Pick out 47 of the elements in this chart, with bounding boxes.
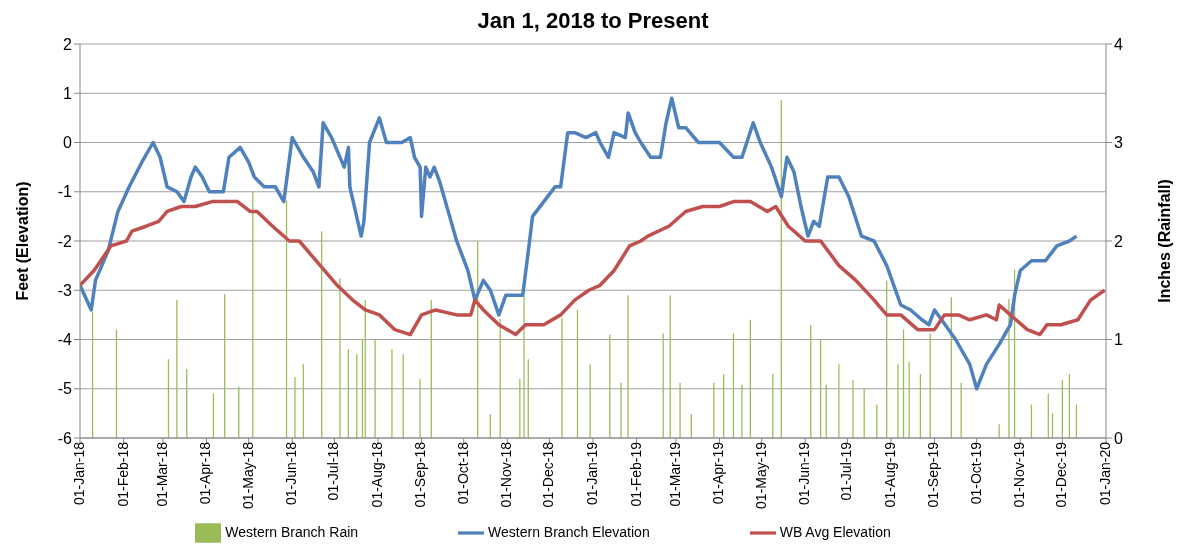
x-tick-label: 01-Feb-19 — [627, 441, 644, 507]
x-tick-label: 01-Jun-19 — [796, 441, 813, 506]
x-tick-label: 01-Aug-18 — [368, 441, 385, 508]
y-tick-label: -6 — [57, 429, 73, 447]
x-tick-label: 01-Apr-18 — [197, 441, 214, 505]
y2-tick-label: 3 — [1114, 134, 1123, 152]
legend-label: Western Branch Elevation — [488, 523, 650, 540]
x-tick-label: 01-Dec-19 — [1053, 441, 1070, 508]
x-tick-label: 01-Jul-19 — [838, 441, 855, 501]
y2-tick-label: 0 — [1114, 429, 1123, 447]
y-tick-label: -2 — [57, 232, 73, 250]
x-tick-label: 01-May-18 — [239, 441, 256, 509]
x-tick-label: 01-Mar-19 — [666, 441, 683, 507]
line-series — [80, 96, 1079, 391]
y2-tick-label: 4 — [1114, 35, 1123, 53]
x-tick-label: 01-Jul-18 — [325, 441, 342, 501]
line-series — [80, 199, 1106, 337]
y-tick-label: 1 — [63, 84, 73, 102]
x-tick-label: 01-Nov-19 — [1011, 441, 1028, 508]
y2-axis-title: Inches (Rainfall) — [1155, 179, 1173, 303]
x-tick-label: 01-Apr-19 — [710, 441, 727, 505]
x-tick-label: 01-Feb-18 — [114, 441, 131, 507]
x-tick-label: 01-Nov-18 — [498, 441, 515, 508]
x-tick-label: 01-Jan-18 — [70, 441, 87, 506]
x-tick-label: 01-May-19 — [752, 441, 769, 509]
chart-title: Jan 1, 2018 to Present — [476, 8, 710, 35]
x-tick-label: 01-Jun-18 — [283, 441, 300, 506]
y-tick-label: 0 — [63, 134, 73, 152]
y-tick-label: -5 — [57, 380, 73, 398]
y-tick-label: 2 — [63, 35, 73, 53]
y-tick-label: -4 — [57, 331, 73, 349]
y-tick-label: -3 — [57, 281, 73, 299]
x-tick-label: 01-Sep-19 — [925, 441, 942, 508]
y2-tick-label: 2 — [1114, 232, 1123, 250]
x-tick-label: 01-Jan-19 — [583, 441, 600, 506]
x-tick-label: 01-Mar-18 — [153, 441, 170, 507]
x-tick-label: 01-Oct-19 — [967, 441, 984, 505]
legend-label: WB Avg Elevation — [779, 523, 891, 540]
x-tick-label: 01-Oct-18 — [454, 441, 471, 505]
x-tick-label: 01-Sep-18 — [412, 441, 429, 508]
y-tick-label: -1 — [57, 183, 73, 201]
x-tick-label: 01-Jan-20 — [1096, 441, 1113, 506]
x-tick-label: 01-Dec-18 — [540, 441, 557, 508]
y-axis-title: Feet (Elevation) — [13, 181, 31, 301]
y2-tick-label: 1 — [1114, 331, 1123, 349]
legend-label: Western Branch Rain — [225, 523, 359, 540]
x-tick-label: 01-Aug-19 — [881, 441, 898, 508]
